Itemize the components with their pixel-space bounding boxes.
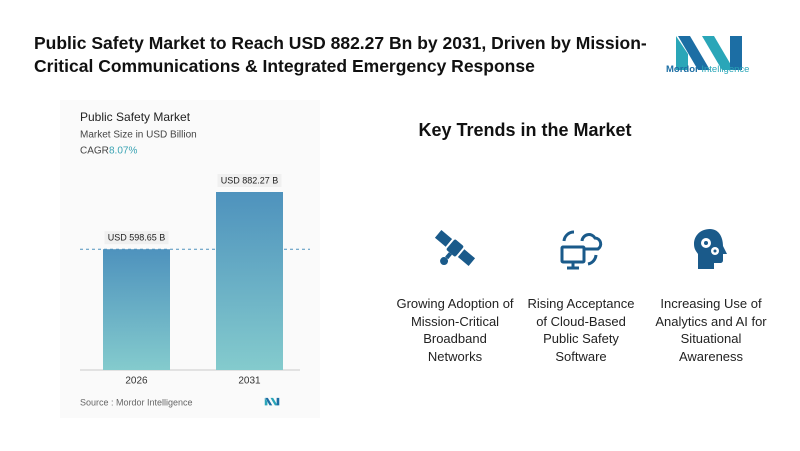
trend: Growing Adoption of Mission-Critical Bro… bbox=[390, 225, 520, 365]
key-trends-title: Key Trends in the Market bbox=[418, 120, 632, 140]
page-title: Public Safety Market to Reach USD 882.27… bbox=[34, 33, 647, 76]
x-tick-label: 2031 bbox=[238, 376, 261, 387]
cagr-value: 8.07% bbox=[109, 146, 137, 157]
logo-mark bbox=[676, 36, 742, 70]
logo-text: Mordor Intelligence bbox=[666, 64, 749, 75]
trend-label: Rising Acceptance of Cloud-Based Public … bbox=[527, 296, 635, 364]
cagr-label: CAGR bbox=[80, 146, 109, 157]
source-logo bbox=[264, 397, 280, 406]
bar bbox=[216, 192, 283, 370]
head-gears-icon bbox=[694, 229, 727, 269]
source: Source : Mordor Intelligence bbox=[80, 397, 193, 407]
bar bbox=[103, 249, 170, 370]
value-label-box bbox=[104, 231, 169, 245]
value-label: USD 882.27 B bbox=[221, 175, 279, 185]
x-tick-label: 2026 bbox=[125, 376, 148, 387]
cloud-icon bbox=[560, 230, 603, 270]
logo-name: Mordor bbox=[666, 64, 699, 75]
value-label: USD 598.65 B bbox=[108, 233, 166, 243]
value-label-box bbox=[217, 174, 282, 187]
chart-subtitle: Market Size in USD Billion bbox=[80, 130, 197, 141]
logo-suffix: Intelligence bbox=[701, 64, 750, 75]
trend-label: Growing Adoption of Mission-Critical Bro… bbox=[396, 296, 514, 364]
chart-title: Public Safety Market bbox=[80, 110, 191, 124]
satellite-icon bbox=[434, 230, 476, 266]
trend-label: Increasing Use of Analytics and AI for S… bbox=[655, 296, 767, 364]
trend: Rising Acceptance of Cloud-Based Public … bbox=[516, 225, 646, 365]
trend: Increasing Use of Analytics and AI for S… bbox=[646, 225, 776, 365]
chart: Public Safety Market Market Size in USD … bbox=[60, 100, 320, 418]
